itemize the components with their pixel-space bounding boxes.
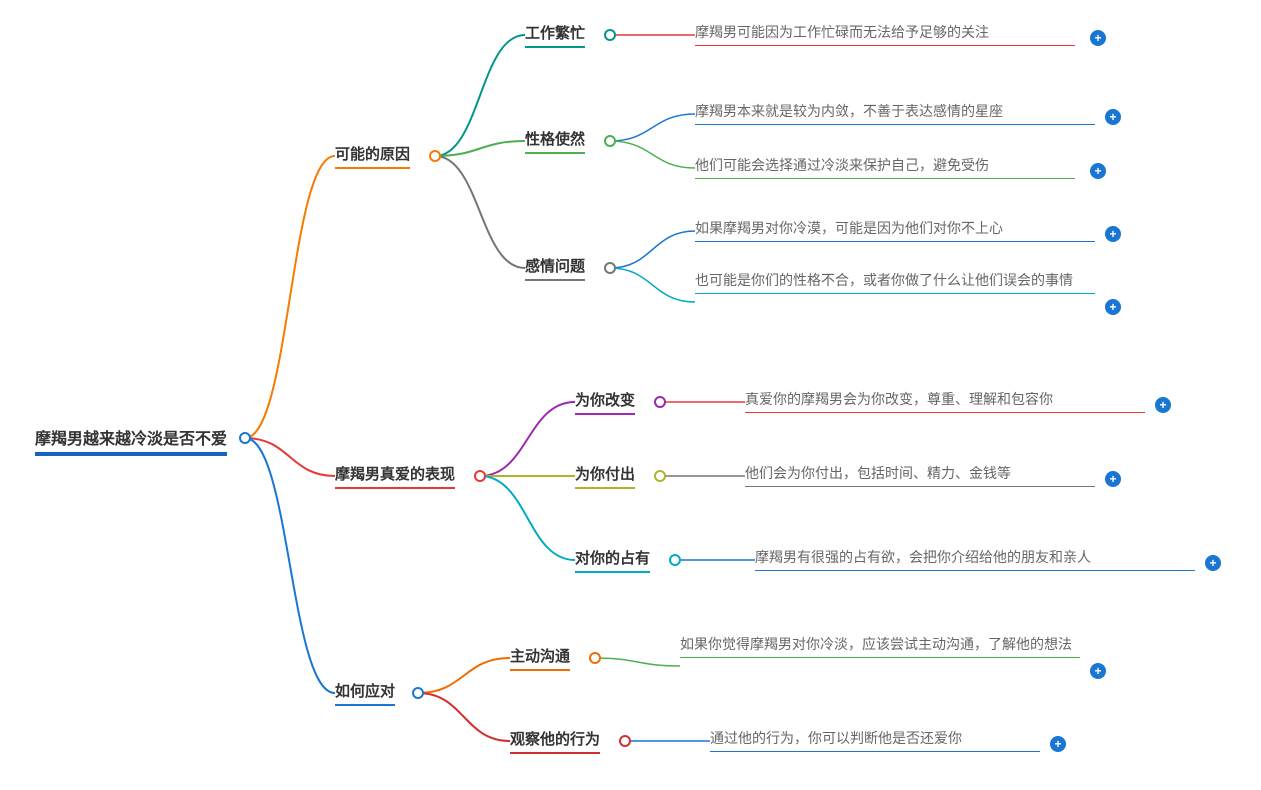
branch-junction-truelove[interactable] (474, 470, 486, 482)
leaf-change-0: 真爱你的摩羯男会为你改变，尊重、理解和包容你 (745, 389, 1145, 413)
branch-howto: 如何应对 (335, 680, 395, 706)
leaf-possess-0: 摩羯男有很强的占有欲，会把你介绍给他的朋友和亲人 (755, 547, 1195, 571)
child-junction-give[interactable] (654, 470, 666, 482)
branch-junction-howto[interactable] (412, 687, 424, 699)
expand-btn-emotion-1[interactable]: + (1105, 299, 1121, 315)
child-talk: 主动沟通 (510, 645, 570, 671)
branch-truelove: 摩羯男真爱的表现 (335, 463, 455, 489)
child-junction-personality[interactable] (604, 135, 616, 147)
leaf-busy-0: 摩羯男可能因为工作忙碌而无法给予足够的关注 (695, 22, 1075, 46)
child-junction-emotion[interactable] (604, 262, 616, 274)
child-give: 为你付出 (575, 463, 635, 489)
child-busy: 工作繁忙 (525, 22, 585, 48)
expand-btn-give-0[interactable]: + (1105, 471, 1121, 487)
child-observe: 观察他的行为 (510, 728, 600, 754)
leaf-personality-1: 他们可能会选择通过冷淡来保护自己，避免受伤 (695, 155, 1075, 179)
child-personality: 性格使然 (525, 128, 585, 154)
expand-btn-emotion-0[interactable]: + (1105, 226, 1121, 242)
root-junction[interactable] (239, 432, 251, 444)
expand-btn-personality-1[interactable]: + (1090, 163, 1106, 179)
child-junction-observe[interactable] (619, 735, 631, 747)
leaf-emotion-0: 如果摩羯男对你冷漠，可能是因为他们对你不上心 (695, 218, 1095, 242)
child-junction-possess[interactable] (669, 554, 681, 566)
expand-btn-personality-0[interactable]: + (1105, 109, 1121, 125)
child-possess: 对你的占有 (575, 547, 650, 573)
leaf-talk-0: 如果你觉得摩羯男对你冷淡，应该尝试主动沟通，了解他的想法 (680, 634, 1080, 658)
leaf-give-0: 他们会为你付出，包括时间、精力、金钱等 (745, 463, 1095, 487)
child-junction-busy[interactable] (604, 29, 616, 41)
leaf-personality-0: 摩羯男本来就是较为内敛，不善于表达感情的星座 (695, 101, 1095, 125)
expand-btn-change-0[interactable]: + (1155, 397, 1171, 413)
leaf-emotion-1: 也可能是你们的性格不合，或者你做了什么让他们误会的事情 (695, 270, 1095, 294)
branch-reasons: 可能的原因 (335, 143, 410, 169)
child-emotion: 感情问题 (525, 255, 585, 281)
expand-btn-talk-0[interactable]: + (1090, 663, 1106, 679)
branch-junction-reasons[interactable] (429, 150, 441, 162)
child-junction-change[interactable] (654, 396, 666, 408)
root-node: 摩羯男越来越冷淡是否不爱 (35, 425, 227, 456)
expand-btn-observe-0[interactable]: + (1050, 736, 1066, 752)
child-change: 为你改变 (575, 389, 635, 415)
expand-btn-possess-0[interactable]: + (1205, 555, 1221, 571)
leaf-observe-0: 通过他的行为，你可以判断他是否还爱你 (710, 728, 1040, 752)
expand-btn-busy-0[interactable]: + (1090, 30, 1106, 46)
child-junction-talk[interactable] (589, 652, 601, 664)
